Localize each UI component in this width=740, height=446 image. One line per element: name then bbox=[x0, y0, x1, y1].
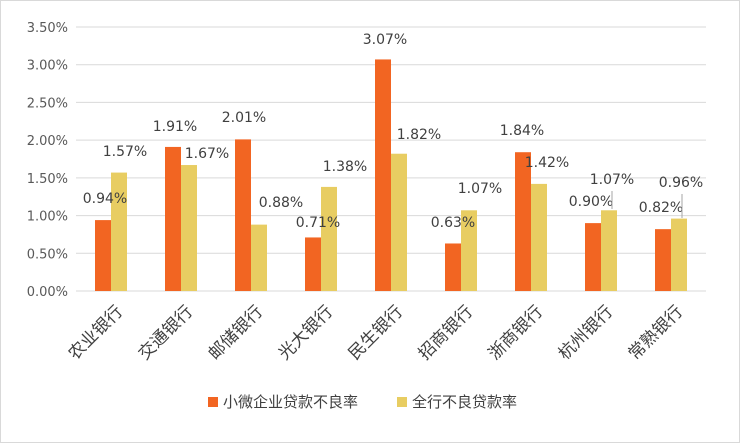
bars bbox=[95, 59, 687, 292]
bar bbox=[321, 186, 337, 291]
data-label: 1.38% bbox=[323, 159, 367, 175]
data-label: 0.82% bbox=[639, 200, 683, 216]
data-label: 1.57% bbox=[103, 144, 147, 160]
bar bbox=[601, 210, 617, 291]
data-label: 1.91% bbox=[153, 119, 197, 135]
legend-entry: 小微企业贷款不良率 bbox=[223, 393, 358, 411]
data-label: 3.07% bbox=[363, 32, 407, 48]
data-labels: 0.94% 1.91% 2.01% 0.71% 3.07% 0.63% 1.84% 0.90%… bbox=[83, 32, 703, 231]
x-tick-label: 常熟银行 bbox=[624, 301, 687, 364]
legend: 小微企业贷款不良率 全行不良贷款率 bbox=[208, 393, 517, 411]
x-axis-tick-labels: 农业银行 交通银行 邮储银行 光大银行 民生银行 招商银行 浙商银行 杭州银行 常熟银行 bbox=[65, 301, 687, 364]
legend-entry: 全行不良贷款率 bbox=[412, 393, 517, 411]
data-label: 0.96% bbox=[659, 175, 703, 191]
bar bbox=[251, 224, 267, 291]
data-label: 0.63% bbox=[431, 215, 475, 231]
y-tick-label: 1.00% bbox=[27, 210, 68, 225]
bar bbox=[391, 153, 407, 291]
y-tick-label: 1.50% bbox=[27, 172, 68, 187]
bar bbox=[445, 243, 461, 291]
x-tick-label: 民生银行 bbox=[345, 302, 407, 364]
bar bbox=[461, 210, 477, 291]
x-tick-label: 农业银行 bbox=[65, 302, 127, 364]
bar bbox=[235, 139, 251, 291]
bar bbox=[181, 165, 197, 291]
data-label: 0.88% bbox=[259, 195, 303, 211]
data-label: 0.90% bbox=[569, 194, 613, 210]
bar bbox=[111, 172, 127, 291]
data-label: 1.07% bbox=[590, 172, 634, 188]
y-tick-label: 3.00% bbox=[27, 59, 68, 74]
leader-lines bbox=[611, 191, 683, 218]
y-axis-tick-labels: 0.00% 0.50% 1.00% 1.50% 2.00% 2.50% 3.00% 3.50% bbox=[27, 21, 68, 300]
bar bbox=[655, 229, 671, 291]
x-tick-label: 光大银行 bbox=[275, 302, 337, 364]
bar bbox=[531, 183, 547, 291]
bar bbox=[305, 237, 321, 291]
y-tick-label: 2.00% bbox=[27, 134, 68, 149]
data-label: 1.67% bbox=[185, 146, 229, 162]
legend-swatch bbox=[208, 397, 218, 407]
data-label: 0.71% bbox=[296, 215, 340, 231]
bar bbox=[671, 218, 687, 291]
x-tick-label: 邮储银行 bbox=[205, 302, 267, 364]
data-label: 1.82% bbox=[397, 127, 441, 143]
y-tick-label: 0.00% bbox=[27, 285, 68, 300]
data-label: 1.42% bbox=[525, 155, 569, 171]
bar bbox=[95, 220, 111, 291]
data-label: 0.94% bbox=[83, 191, 127, 207]
x-tick-label: 招商银行 bbox=[415, 302, 477, 364]
data-label: 1.07% bbox=[458, 181, 502, 197]
data-label: 1.84% bbox=[500, 123, 544, 139]
y-tick-label: 2.50% bbox=[27, 96, 68, 111]
bar bbox=[375, 59, 391, 292]
x-tick-label: 交通银行 bbox=[135, 302, 197, 364]
data-label: 2.01% bbox=[222, 110, 266, 126]
bar bbox=[165, 146, 181, 291]
bar bbox=[515, 152, 531, 291]
x-tick-label: 浙商银行 bbox=[485, 302, 547, 364]
bar bbox=[585, 223, 601, 291]
x-tick-label: 杭州银行 bbox=[555, 302, 617, 364]
y-tick-label: 0.50% bbox=[27, 247, 68, 262]
legend-swatch bbox=[397, 397, 407, 407]
y-tick-label: 3.50% bbox=[27, 21, 68, 36]
